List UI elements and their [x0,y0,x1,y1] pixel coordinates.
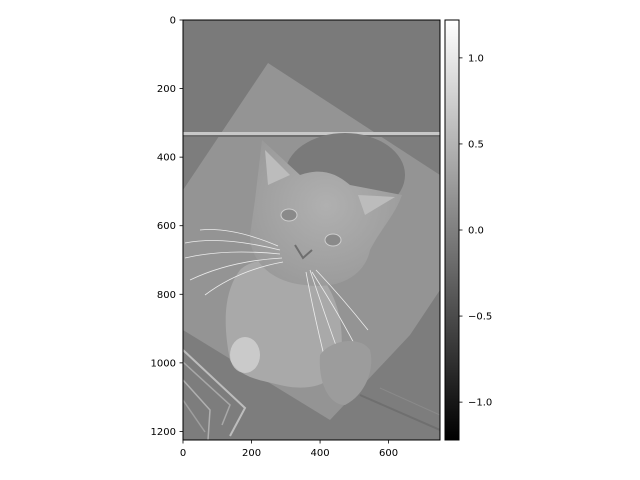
image-axes-frame [182,19,441,441]
y-tick-label: 1000 [151,358,176,369]
colorbar [444,19,460,441]
x-tick-label: 200 [242,448,261,459]
y-tick-label: 600 [157,221,176,232]
y-tick-label: 0 [170,16,176,27]
horizontal-edge [183,132,440,135]
cat-head [250,140,402,286]
colorbar-tick-label: −1.0 [468,398,492,409]
bag-edges [183,349,247,440]
y-tick-label: 400 [157,153,176,164]
cat-paw [319,340,372,405]
x-axis: 0 200 400 600 [180,440,398,459]
y-axis: 0 200 400 600 800 1000 1200 [151,16,183,438]
colorbar-tick-label: −0.5 [468,312,492,323]
y-tick-label: 1200 [151,427,176,438]
y-tick-label: 800 [157,290,176,301]
x-tick-label: 0 [180,448,186,459]
colorbar-tick-label: 0.5 [468,139,484,150]
colorbar-tick-label: 1.0 [468,53,484,64]
cat-eye-left [280,208,298,222]
colorbar-tick-label: 0.0 [468,226,484,237]
x-tick-label: 400 [311,448,330,459]
cat-eye-right [324,233,342,247]
filtered-image [183,20,440,440]
x-tick-label: 600 [379,448,398,459]
y-tick-label: 200 [157,84,176,95]
colorbar-axis: 1.0 0.5 0.0 −0.5 −1.0 [459,53,492,409]
